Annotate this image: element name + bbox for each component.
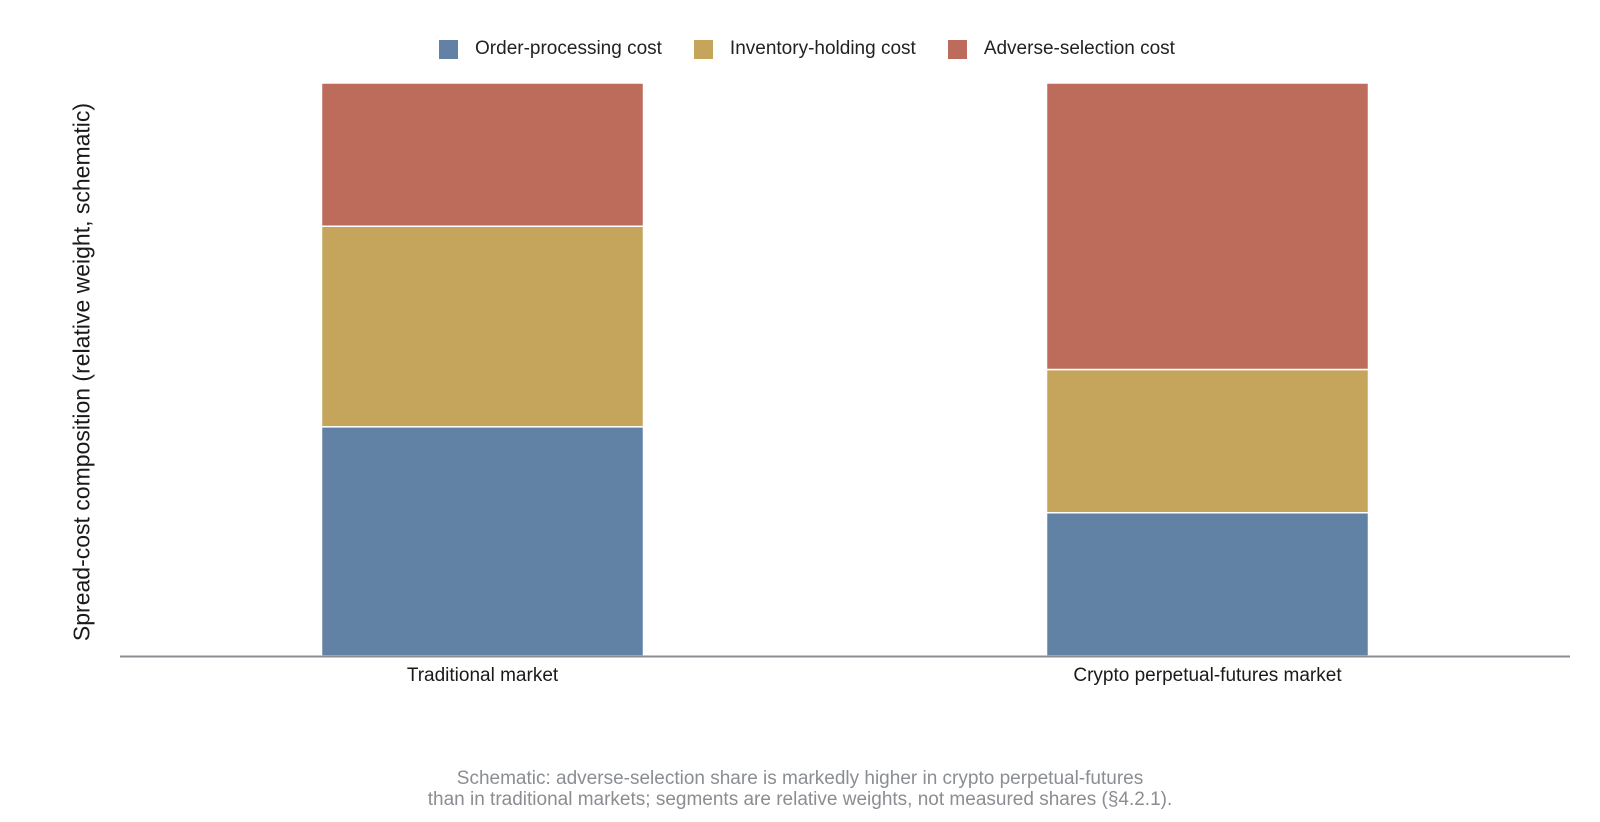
chart-legend: Order-processing cost Inventory-holding … bbox=[0, 38, 1600, 60]
legend-item-adverse-selection: Adverse-selection cost bbox=[947, 38, 1175, 60]
chart-caption: Schematic: adverse-selection share is ma… bbox=[0, 768, 1600, 810]
bar-segment-adverse-selection-cost-traditional-market bbox=[320, 82, 645, 227]
bar-segment-inventory-holding-cost-traditional-market bbox=[320, 225, 645, 428]
caption-line-1: Schematic: adverse-selection share is ma… bbox=[456, 768, 1144, 789]
bar-segment-adverse-selection-cost-crypto-perpetual-futures-market bbox=[1045, 82, 1370, 371]
legend-label-order-processing: Order-processing cost bbox=[475, 38, 662, 59]
bar-segment-order-processing-cost-crypto-perpetual-futures-market bbox=[1045, 512, 1370, 657]
caption-line-2: than in traditional markets; segments ar… bbox=[427, 789, 1173, 810]
legend-label-inventory-holding: Inventory-holding cost bbox=[729, 38, 916, 59]
bar-segment-order-processing-cost-traditional-market bbox=[320, 426, 645, 657]
legend-label-adverse-selection: Adverse-selection cost bbox=[983, 38, 1175, 59]
legend-item-inventory-holding: Inventory-holding cost bbox=[693, 38, 916, 60]
legend-swatch-inventory-holding bbox=[693, 39, 713, 59]
legend-item-order-processing: Order-processing cost bbox=[439, 38, 662, 60]
x-tick-label-crypto-perpetual-futures-market: Crypto perpetual-futures market bbox=[1073, 665, 1342, 686]
legend-swatch-order-processing bbox=[439, 39, 459, 59]
legend-swatch-adverse-selection bbox=[947, 39, 967, 59]
x-tick-label-traditional-market: Traditional market bbox=[407, 665, 559, 686]
bar-segment-inventory-holding-cost-crypto-perpetual-futures-market bbox=[1045, 368, 1370, 514]
